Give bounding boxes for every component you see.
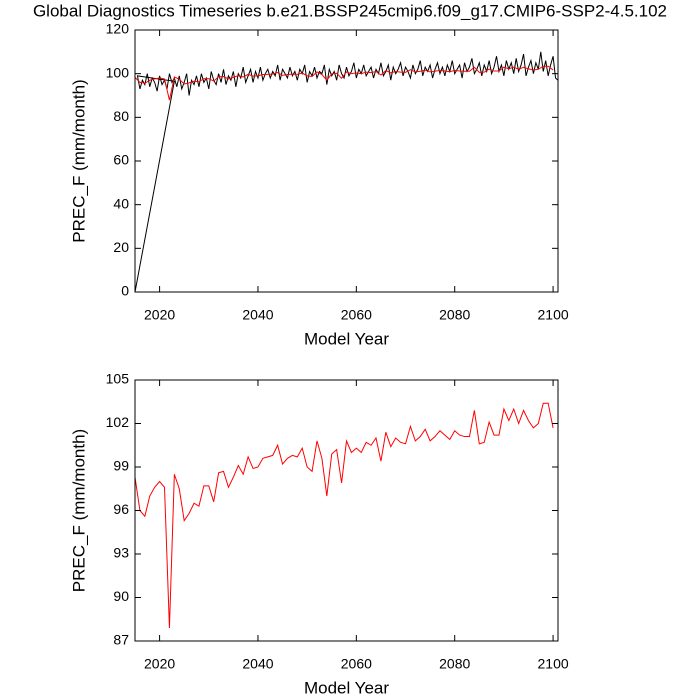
y-tick-label: 20 — [113, 239, 129, 255]
y-tick-label: 0 — [121, 283, 129, 299]
y-tick-label: 120 — [106, 21, 130, 37]
data-line — [134, 65, 554, 101]
x-tick-label: 2080 — [439, 656, 470, 672]
x-axis-label: Model Year — [304, 329, 389, 348]
x-tick-label: 2040 — [242, 307, 273, 323]
y-tick-label: 90 — [113, 588, 129, 604]
data-line — [134, 402, 554, 628]
y-tick-label: 100 — [106, 64, 130, 80]
y-tick-label: 96 — [113, 501, 129, 517]
y-axis-label: PREC_F (mm/month) — [69, 79, 88, 242]
x-axis-label: Model Year — [304, 678, 389, 697]
y-axis-label: PREC_F (mm/month) — [69, 429, 88, 592]
x-tick-label: 2080 — [439, 307, 470, 323]
y-tick-label: 99 — [113, 458, 129, 474]
y-tick-label: 105 — [106, 371, 130, 387]
x-tick-label: 2020 — [144, 307, 175, 323]
y-tick-label: 40 — [113, 195, 129, 211]
x-tick-label: 2100 — [538, 307, 569, 323]
chart-title: Global Diagnostics Timeseries b.e21.BSSP… — [33, 1, 667, 20]
y-tick-label: 102 — [106, 414, 130, 430]
plot-frame — [134, 379, 559, 642]
x-tick-label: 2100 — [538, 656, 569, 672]
data-line — [134, 51, 559, 293]
x-tick-label: 2060 — [341, 656, 372, 672]
y-tick-label: 60 — [113, 152, 129, 168]
x-tick-label: 2020 — [144, 656, 175, 672]
y-tick-label: 80 — [113, 108, 129, 124]
y-tick-label: 93 — [113, 545, 129, 561]
x-tick-label: 2060 — [341, 307, 372, 323]
x-tick-label: 2040 — [242, 656, 273, 672]
y-tick-label: 87 — [113, 632, 129, 648]
